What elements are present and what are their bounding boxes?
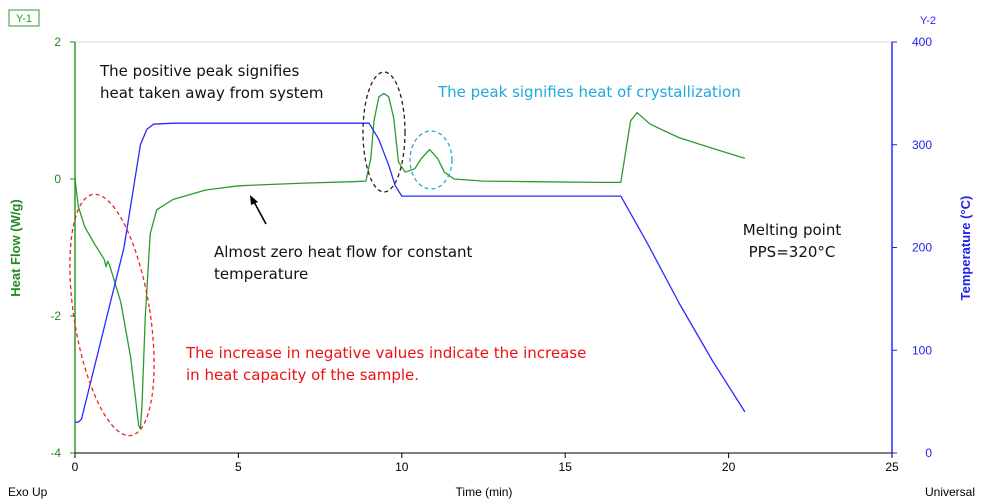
x-tick-label: 20 <box>722 460 736 474</box>
y2-tick-label: 200 <box>912 241 932 255</box>
y1-tag: Y-1 <box>16 13 32 25</box>
universal-label: Universal <box>925 485 975 499</box>
y2-tick-label: 400 <box>912 35 932 49</box>
y2-tick-label: 300 <box>912 138 932 152</box>
y2-tick-label: 0 <box>925 446 932 460</box>
annotation-arrowhead <box>250 195 258 205</box>
x-axis-label: Time (min) <box>456 485 513 499</box>
y1-tick-label: 0 <box>54 172 61 186</box>
y1-tag-box <box>8 9 40 27</box>
x-tick-label: 15 <box>559 460 573 474</box>
temperature-line <box>75 122 746 423</box>
exo-up-label: Exo Up <box>8 485 48 499</box>
x-tick-label: 10 <box>395 460 409 474</box>
y2-axis-label: Temperature (°C) <box>958 196 973 301</box>
annotation-zero-heat-flow: Almost zero heat flow for constant tempe… <box>214 243 473 283</box>
melting-peak-ellipse <box>362 71 406 193</box>
x-tick-label: 0 <box>72 460 79 474</box>
y1-tick-label: -2 <box>50 309 61 323</box>
crystallization-peak-ellipse <box>409 130 453 190</box>
y1-tick-label: -4 <box>50 446 61 460</box>
annotation-heat-capacity: The increase in negative values indicate… <box>186 344 587 384</box>
heat-flow-line <box>74 92 746 430</box>
heat-capacity-region-ellipse <box>69 193 155 437</box>
x-tick-label: 5 <box>235 460 242 474</box>
y1-axis-label: Heat Flow (W/g) <box>8 199 23 297</box>
y2-tag: Y-2 <box>920 15 936 27</box>
annotation-arrow <box>252 199 267 225</box>
x-tick-label: 25 <box>885 460 899 474</box>
y2-tick-label: 100 <box>912 343 932 357</box>
annotation-melting-point: Melting point PPS=320°C <box>742 221 842 261</box>
annotation-positive-peak: The positive peak signifies heat taken a… <box>100 62 324 102</box>
y1-tick-label: 2 <box>54 35 61 49</box>
annotation-crystallization: The peak signifies heat of crystallizati… <box>438 83 741 101</box>
